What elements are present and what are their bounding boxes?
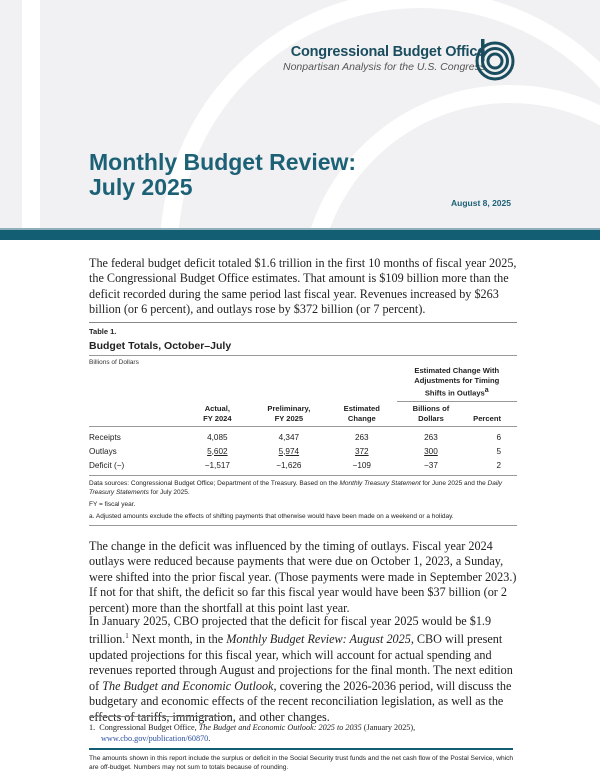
text: Next month, in the [128,632,227,647]
cell: 4,347 [278,432,300,442]
table-units: Billions of Dollars [89,359,139,366]
col-adj-percent: Percent [473,413,501,423]
table-body: Estimated Change With Adjustments for Ti… [89,366,517,473]
text: Monthly Budget Review: August 2025, [226,632,414,647]
text: In January 2025, CBO projected that the … [89,614,492,647]
decorative-strip [22,0,40,228]
cell: 6 [496,432,501,442]
footnote-marker: a [484,387,489,394]
col-actual: Actual, FY 2024 [203,403,232,423]
table-title: Budget Totals, October–July [89,340,517,356]
cell: 5 [496,446,501,456]
bottom-note: The amounts shown in this report include… [89,755,514,771]
text: (January 2025), [361,723,416,732]
budget-table: Table 1. Budget Totals, October–July Bil… [89,322,517,526]
footnote-number: 1. [89,723,96,732]
table-row: Outlays 5,602 5,974 372 300 5 [89,445,517,459]
group-header: Estimated Change With Adjustments for Ti… [414,366,500,398]
text: covering the 2026-2036 period, will disc… [89,678,512,724]
cell: 263 [354,432,369,442]
publication-link[interactable]: www.cbo.gov/publication/60870 [101,734,209,743]
row-label: Deficit (−) [89,460,125,470]
text: Daily Treasury Statements [89,479,502,496]
note-a: a. Adjusted amounts exclude the effects … [89,512,454,520]
cell: 5,974 [278,446,300,456]
cell: −1,626 [276,460,302,470]
text: The Budget and Economic Outlook, [102,678,277,693]
note-fy: FY = fiscal year. [89,500,136,508]
header-banner: Congressional Budget Office Nonpartisan … [0,0,600,228]
cell: 263 [424,432,438,442]
row-label: Receipts [89,432,121,442]
cell: 300 [424,446,438,456]
text: Congressional Budget Office, [99,723,199,732]
table-notes: Data sources: Congressional Budget Offic… [89,474,517,526]
cell: 2 [496,460,501,470]
cell: 4,085 [207,432,228,442]
footnote: 1. Congressional Budget Office, The Budg… [89,722,415,744]
page-title: Monthly Budget Review: July 2025 [89,150,356,200]
text: for June 2025 and the [420,479,488,487]
data-sources: Data sources: Congressional Budget Offic… [89,479,517,497]
paragraph-timing: The change in the deficit was influenced… [89,539,517,615]
cbo-seal-icon [475,39,515,81]
cell: 5,602 [207,446,228,456]
bottom-rule [89,748,513,750]
table-row: Deficit (−) −1,517 −1,626 −109 −37 2 [89,459,517,473]
cell: −109 [352,460,371,470]
publication-date: August 8, 2025 [451,198,511,208]
col-preliminary: Preliminary, FY 2025 [267,403,311,423]
text: Monthly Treasury Statement [339,479,421,487]
cbo-logo[interactable]: Congressional Budget Office Nonpartisan … [283,44,485,73]
tagline: Nonpartisan Analysis for the U.S. Congre… [283,61,486,73]
col-adj-dollars: Billions of Dollars [412,403,450,423]
cell: 372 [354,446,369,456]
text: Data sources: Congressional Budget Offic… [89,479,340,487]
text: The Budget and Economic Outlook: 2025 to… [198,723,362,732]
text: . [208,734,211,743]
intro-paragraph: The federal budget deficit totaled $1.6 … [89,256,517,317]
org-name: Congressional Budget Office [290,44,486,60]
text: CBO will present updated projections for… [89,632,513,693]
title-line: Monthly Budget Review: [89,149,357,175]
col-change: Estimated Change [343,403,380,423]
header-rule [0,228,600,240]
cell: −37 [424,460,438,470]
footnote-ref[interactable]: 1 [125,632,129,641]
text: for July 2025. [148,488,190,496]
row-label: Outlays [89,446,117,456]
table-number: Table 1. [89,327,117,336]
table-row: Receipts 4,085 4,347 263 263 6 [89,431,517,445]
cell: −1,517 [204,460,230,470]
footnote-divider [89,716,231,717]
title-line: July 2025 [89,174,193,200]
paragraph-projections: In January 2025, CBO projected that the … [89,614,519,725]
